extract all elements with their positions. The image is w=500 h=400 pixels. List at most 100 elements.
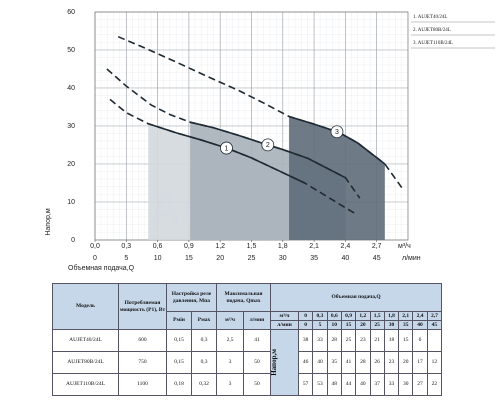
flow-m3-cell: 1,8 [383,311,400,321]
table-cell: 600 [118,329,167,352]
head-cell: 38 [298,329,314,352]
head-cell: 23 [383,351,400,374]
head-cell: 21 [369,329,385,352]
head-cell: 28 [355,351,371,374]
header-cell: Объемная подача,Q [270,283,443,312]
chart: 0 10 20 30 40 50 60 0 5 10 15 20 25 30 35 40 45 0,0 0,3 0,6… [45,9,495,272]
table-row: AUJET80B/24L 750 0,15 0,3 3 50 46 40 35 41 28 26 23 2… [52,351,443,374]
header-cell: Рмах [191,311,217,330]
x-tick-label: 40 [342,255,350,262]
table-cell: 1100 [118,373,167,396]
spec-table: Модель Потребляемая мощность (P1), Вт На… [52,283,443,396]
x2-tick-label: 0,3 [121,243,131,250]
y-tick-label: 30 [67,123,75,130]
table-cell: 3 [216,351,244,374]
y-tick-label: 60 [67,9,75,16]
flow-l-cell: 20 [355,320,371,330]
header-cell: Максимальная подача, Qmax [215,283,272,312]
flow-m3-cell: 0,3 [312,311,328,321]
flow-l-cell: 25 [369,320,385,330]
head-cell: 25 [340,329,357,352]
flow-m3-cell: 0 [298,311,314,321]
y-axis-label: Напор,м [45,208,52,235]
head-cell: 33 [383,373,400,396]
x2-tick-label: 0,6 [153,243,163,250]
head-cell: 12 [426,351,443,374]
flow-l-cell: 45 [426,320,443,330]
flow-m3-cell: 1,5 [369,311,385,321]
flow-l-cell: 15 [340,320,357,330]
x-tick-label: 45 [373,255,381,262]
table-cell: 41 [242,329,272,352]
x2-tick-label: 2,4 [341,243,351,250]
table-row: AUJET40/24L 600 0,15 0,3 2,5 41 Напор,м 38 33 28 2… [52,329,443,396]
head-cell: 40 [312,351,328,374]
x-tick-label: 15 [185,255,193,262]
table-cell: 0,15 [166,351,192,374]
x2-tick-label: 1,8 [278,243,288,250]
head-cell: 30 [398,373,414,396]
x-tick-label: 5 [124,255,128,262]
table-cell: 0,3 [191,329,217,352]
head-cell: 26 [369,351,385,374]
head-cell: 15 [398,329,414,352]
flow-m3-cell: 1,2 [355,311,371,321]
x-tick-label: 30 [279,255,287,262]
table-cell: 2,5 [216,329,244,352]
x2-unit: м³/ч [398,243,411,250]
head-cell: 37 [369,373,385,396]
x-tick-label: 35 [310,255,318,262]
head-cell: 22 [426,373,443,396]
x2-tick-label: 1,2 [215,243,225,250]
header-cell: л/мин [270,320,300,330]
x-tick-label: 25 [248,255,256,262]
head-cell: 20 [398,351,414,374]
head-cell: 35 [326,351,342,374]
x2-tick-label: 0,0 [90,243,100,250]
flow-l-cell: 40 [412,320,428,330]
table-cell: 50 [242,351,272,374]
header-cell: Модель [52,283,119,330]
head-cell: 6 [412,329,428,352]
table-cell: 0,15 [166,329,192,352]
x-unit: л/мин [402,255,421,262]
header-cell: Настройка реле давления, Мпа [166,283,217,312]
y-tick-label: 40 [67,85,75,92]
head-cell: 33 [312,329,328,352]
table-cell: 0,3 [191,351,217,374]
head-label-cell: Напор,м [270,329,300,396]
curve-marker [261,138,275,152]
table-cell: 50 [242,373,272,396]
curve-marker [220,141,233,155]
head-cell: 18 [383,329,400,352]
header-cell: л/мин [242,311,272,330]
flow-l-cell: 0 [298,320,314,330]
head-cell: 23 [355,329,371,352]
curve-marker-label: 2 [266,142,270,149]
curve-marker [330,125,344,139]
table-cell: 0,32 [191,373,217,396]
x2-tick-label: 2,7 [372,243,382,250]
table-cell: 3 [216,373,244,396]
legend-entry: 1. AUJET40/24L [413,15,447,20]
table-cell: 0,18 [166,373,192,396]
head-cell: 48 [326,373,342,396]
x-tick-label: 20 [216,255,224,262]
y-tick-label: 50 [67,47,75,54]
curve-marker-label: 1 [225,145,229,152]
head-cell: 53 [312,373,328,396]
table-row: AUJET110B/24L 1100 0,18 0,32 3 50 57 53 48 44 40 37… [52,373,443,396]
table-cell: AUJET40/24L [52,329,119,352]
flow-l-cell: 5 [312,320,328,330]
head-cell: 28 [326,329,342,352]
header-cell: Потребляемая мощность (P1), Вт [118,283,167,330]
flow-l-cell: 10 [326,320,342,330]
x-axis-label: Объемная подача,Q [68,264,135,272]
y-tick-label: 0 [71,237,75,244]
table-cell: AUJET80B/24L [52,351,119,374]
x2-tick-label: 1,5 [247,243,257,250]
head-cell: 46 [298,351,314,374]
flow-m3-cell: 0,6 [326,311,342,321]
header-cell: м³/ч [270,311,300,321]
